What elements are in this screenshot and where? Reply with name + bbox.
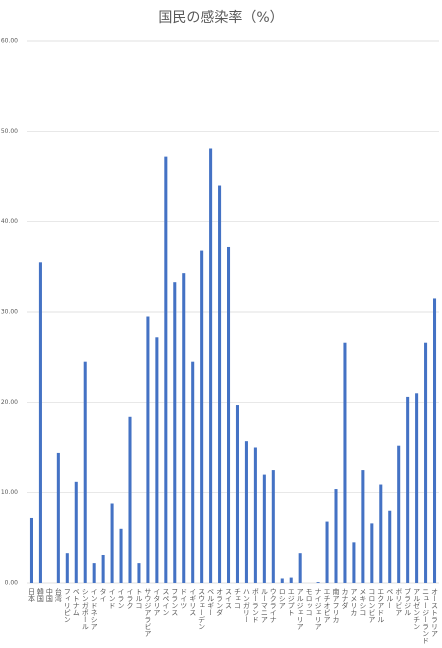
x-tick-label: ポーランド [251, 588, 259, 623]
y-tick-label: 50.00 [1, 128, 18, 135]
y-tick-label: 40.00 [1, 218, 18, 225]
x-tick-label: スペイン [162, 588, 170, 616]
x-tick-label: エチオピア [323, 588, 331, 623]
bar [289, 577, 293, 583]
bar [92, 563, 96, 583]
bar [38, 262, 42, 583]
x-tick-label: ロシア [278, 588, 286, 609]
x-tick-label: 日本 [27, 588, 35, 603]
x-tick-label: ルーマニア [260, 588, 268, 623]
bar [146, 316, 150, 583]
bar [406, 396, 410, 583]
bar [343, 342, 347, 583]
x-tick-label: フィリピン [63, 588, 71, 623]
x-tick-label: ペルー [386, 588, 394, 609]
x-tick-label: エジプト [287, 588, 295, 616]
bar [424, 342, 428, 583]
bar [209, 148, 213, 583]
bar [173, 282, 177, 583]
x-tick-label: ベルギー [207, 588, 215, 616]
x-tick-label: ナイジェリア [314, 588, 322, 630]
bar [432, 298, 437, 583]
bar [83, 361, 87, 583]
x-tick-label: イラン [117, 588, 125, 609]
x-tick-label: イラク [126, 588, 134, 609]
x-tick-label: トルコ [135, 588, 143, 609]
bar [182, 273, 186, 583]
bar [352, 542, 356, 583]
x-tick-label: アルジェリア [296, 588, 304, 630]
bar [119, 528, 123, 583]
x-tick-label: 台湾 [54, 587, 62, 603]
bar [218, 185, 222, 584]
bar [253, 447, 257, 583]
bar [370, 523, 374, 583]
x-tick-label: 南アフリカ [332, 587, 340, 623]
x-tick-label: 韓国 [36, 587, 44, 603]
x-tick-label: アルゼンチン [413, 588, 421, 630]
x-tick-label: スイス [225, 588, 233, 609]
bar [137, 563, 141, 583]
x-tick-label: イタリア [153, 588, 161, 616]
chart-title: 国民の感染率（%） [158, 9, 283, 26]
x-tick-label: フランス [171, 588, 179, 616]
y-tick-label: 0.00 [5, 580, 19, 587]
x-tick-label: インド [108, 588, 116, 609]
x-tick-label: ドイツ [180, 588, 188, 609]
bar [280, 578, 284, 583]
bar [235, 405, 240, 583]
y-tick-label: 60.00 [1, 38, 18, 45]
x-tick-label: ハンガリー [242, 588, 250, 623]
x-tick-label: ニュージーランド [422, 588, 430, 644]
x-tick-label: シンガポール [81, 588, 89, 630]
x-tick-label: アメリカ [350, 588, 358, 616]
y-tick-label: 20.00 [1, 399, 18, 406]
x-tick-label: タイ [99, 588, 107, 602]
bar [65, 553, 69, 583]
x-tick-label: エクアドル [377, 588, 385, 623]
bar [298, 553, 302, 583]
x-tick-label: ブラジル [404, 587, 412, 616]
bar [271, 470, 275, 583]
bar [334, 489, 338, 583]
x-tick-label: モロッコ [305, 588, 313, 616]
bar [200, 250, 204, 583]
bar [244, 441, 248, 583]
x-tick-label: カナダ [341, 588, 349, 609]
bar [101, 554, 105, 583]
x-tick-label: インドネシア [90, 588, 98, 630]
bar [191, 361, 195, 583]
x-tick-label: メキシコ [359, 588, 367, 616]
bar [56, 452, 60, 583]
x-tick-label: ベトナム [72, 588, 80, 616]
x-tick-label: ウクライナ [269, 588, 277, 623]
bar [110, 503, 114, 583]
x-tick-label: イギリス [189, 588, 197, 616]
bar [316, 582, 320, 583]
x-tick-label: ボリビア [395, 588, 403, 616]
bar [128, 416, 132, 583]
x-tick-label: コロンビア [368, 588, 376, 623]
bar [415, 393, 419, 583]
bar [155, 337, 159, 583]
bar [164, 156, 168, 584]
bar [379, 484, 383, 583]
bar [388, 510, 392, 583]
x-tick-label: スウェーデン [198, 588, 206, 630]
bar [226, 246, 231, 583]
bar [74, 481, 78, 583]
bar [361, 470, 365, 583]
x-tick-label: サウジアラビア [144, 588, 152, 637]
bar [29, 517, 34, 583]
bar [397, 445, 401, 583]
y-tick-label: 10.00 [1, 489, 18, 496]
x-tick-label: チェコ [233, 588, 241, 609]
bar [325, 521, 329, 583]
x-tick-label: オランダ [216, 588, 224, 616]
bar [262, 474, 266, 583]
x-tick-label: オーストラリア [431, 588, 439, 637]
y-tick-label: 30.00 [1, 309, 18, 316]
x-tick-label: 中国 [45, 587, 53, 603]
